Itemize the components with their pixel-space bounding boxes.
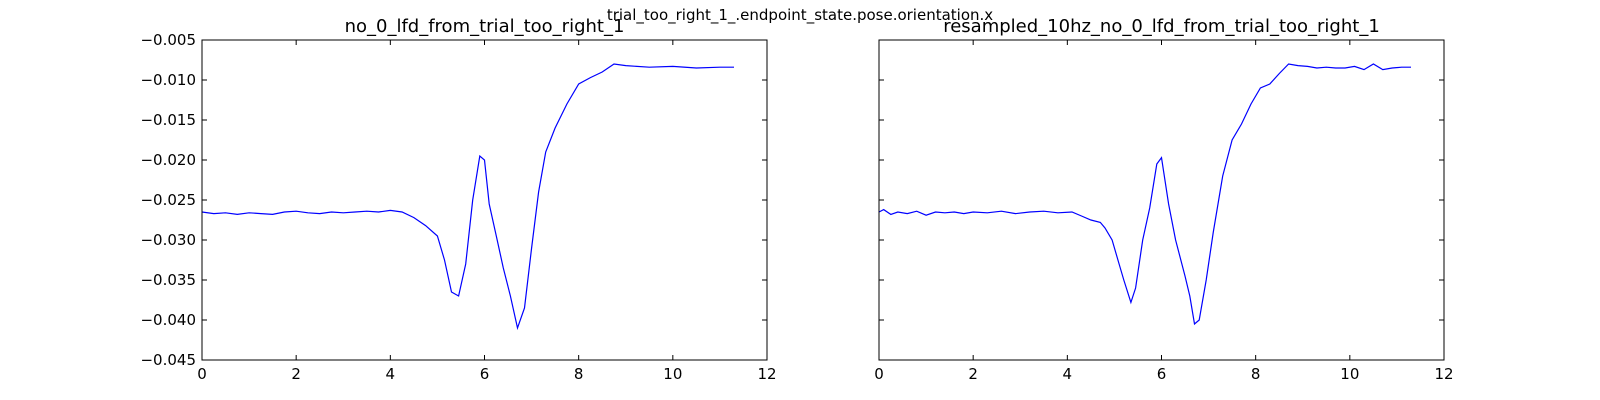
x-tick-label: 4 <box>386 365 396 383</box>
left-subplot: no_0_lfd_from_trial_too_right_1 0 2 4 6 8 10 12… <box>140 16 776 383</box>
x-tick-label: 8 <box>1251 365 1261 383</box>
y-tick-label: −0.015 <box>140 111 196 129</box>
y-tick-label: −0.005 <box>140 31 196 49</box>
x-tick-label: 0 <box>197 365 207 383</box>
y-tick-label: −0.040 <box>140 311 196 329</box>
y-tick-label: −0.035 <box>140 271 196 289</box>
x-tick-label: 12 <box>757 365 776 383</box>
x-tick-label: 10 <box>1340 365 1359 383</box>
x-tick-label: 12 <box>1434 365 1453 383</box>
axes-frame <box>878 39 1445 361</box>
x-tick-label: 8 <box>574 365 584 383</box>
figure-suptitle: trial_too_right_1_.endpoint_state.pose.o… <box>607 6 993 25</box>
right-subplot: resampled_10hz_no_0_lfd_from_trial_too_r… <box>874 16 1453 383</box>
y-tick-label: −0.045 <box>140 351 196 369</box>
x-tick-label: 4 <box>1063 365 1073 383</box>
y-tick-label: −0.010 <box>140 71 196 89</box>
x-tick-label: 2 <box>968 365 978 383</box>
series-line <box>201 63 734 331</box>
x-tick-label: 2 <box>291 365 301 383</box>
series-line <box>878 63 1411 326</box>
y-tick-label: −0.025 <box>140 191 196 209</box>
x-tick-label: 6 <box>480 365 490 383</box>
x-tick-label: 10 <box>663 365 682 383</box>
x-tick-label: 0 <box>874 365 884 383</box>
subplot-title: resampled_10hz_no_0_lfd_from_trial_too_r… <box>943 16 1380 37</box>
x-tick-label: 6 <box>1157 365 1167 383</box>
subplot-title: no_0_lfd_from_trial_too_right_1 <box>345 16 625 37</box>
y-tick-label: −0.030 <box>140 231 196 249</box>
y-tick-label: −0.020 <box>140 151 196 169</box>
axes-frame <box>201 39 768 361</box>
